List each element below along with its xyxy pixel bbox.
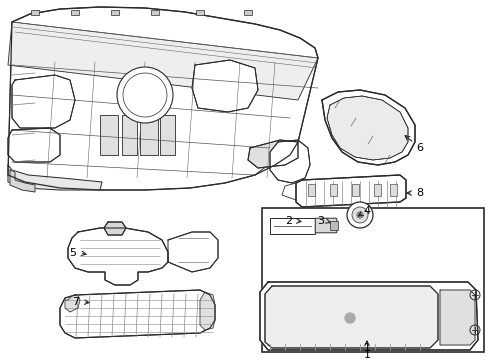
Text: 1: 1 bbox=[363, 343, 370, 353]
Bar bbox=[307, 184, 314, 196]
Bar bbox=[111, 10, 119, 15]
Text: 1: 1 bbox=[363, 350, 370, 360]
Text: 7: 7 bbox=[72, 297, 80, 307]
Bar bbox=[160, 115, 175, 155]
Polygon shape bbox=[269, 140, 309, 183]
Bar bbox=[373, 184, 380, 196]
Polygon shape bbox=[8, 22, 317, 100]
Polygon shape bbox=[8, 128, 60, 162]
Text: 5: 5 bbox=[69, 248, 76, 258]
FancyBboxPatch shape bbox=[315, 218, 336, 233]
Bar bbox=[351, 184, 358, 196]
Polygon shape bbox=[168, 232, 218, 272]
Polygon shape bbox=[192, 60, 258, 112]
Polygon shape bbox=[68, 228, 168, 285]
Polygon shape bbox=[295, 175, 405, 207]
Text: 4: 4 bbox=[363, 206, 370, 216]
Polygon shape bbox=[8, 7, 317, 190]
Polygon shape bbox=[264, 286, 437, 348]
Polygon shape bbox=[10, 170, 35, 192]
Polygon shape bbox=[247, 140, 297, 168]
Text: 8: 8 bbox=[416, 188, 423, 198]
Text: 2: 2 bbox=[285, 216, 292, 226]
Polygon shape bbox=[12, 75, 75, 128]
Text: 3: 3 bbox=[317, 216, 324, 226]
Polygon shape bbox=[60, 290, 215, 338]
Circle shape bbox=[345, 313, 354, 323]
Polygon shape bbox=[200, 292, 215, 330]
Circle shape bbox=[117, 67, 173, 123]
Polygon shape bbox=[321, 90, 414, 165]
Polygon shape bbox=[104, 222, 126, 235]
Bar bbox=[329, 184, 336, 196]
Bar bbox=[100, 115, 118, 155]
Bar bbox=[262, 208, 483, 352]
Bar bbox=[71, 10, 79, 15]
Polygon shape bbox=[439, 290, 474, 345]
Polygon shape bbox=[326, 96, 407, 160]
Circle shape bbox=[346, 202, 372, 228]
Bar bbox=[269, 218, 314, 234]
Bar bbox=[140, 115, 158, 155]
Bar bbox=[329, 221, 337, 230]
Bar bbox=[31, 10, 39, 15]
Circle shape bbox=[351, 207, 367, 223]
Bar bbox=[244, 10, 251, 15]
Polygon shape bbox=[260, 282, 477, 350]
Circle shape bbox=[356, 212, 362, 218]
Polygon shape bbox=[8, 165, 102, 190]
Bar bbox=[196, 10, 203, 15]
Polygon shape bbox=[65, 295, 80, 312]
Bar bbox=[151, 10, 159, 15]
Bar bbox=[389, 184, 396, 196]
Bar bbox=[122, 115, 137, 155]
Text: 6: 6 bbox=[416, 143, 423, 153]
